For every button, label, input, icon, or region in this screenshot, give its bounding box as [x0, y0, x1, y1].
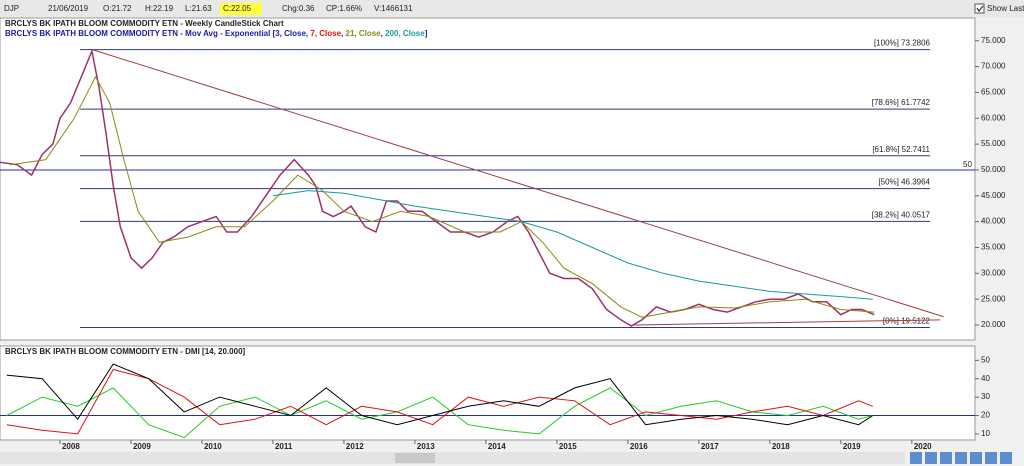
nav-button[interactable]: [970, 452, 982, 464]
x-tick-label: 2020: [914, 442, 932, 451]
subtitle-part: 7, Close: [310, 29, 341, 38]
nav-buttons: [910, 452, 1012, 464]
high: H:22.19: [145, 4, 174, 13]
nav-button[interactable]: [1000, 452, 1012, 464]
trendline: [91, 49, 944, 318]
subtitle-part: ,: [306, 29, 310, 38]
y-tick-label: 50.000: [981, 165, 1006, 174]
fib-label: [38.2%] 40.0517: [872, 210, 931, 219]
x-tick-label: 2014: [488, 442, 506, 451]
y-tick-label: 20.000: [981, 320, 1006, 329]
panel-title: BRCLYS BK IPATH BLOOM COMMODITY ETN - DM…: [5, 347, 246, 356]
y-tick-label: 45.000: [981, 191, 1006, 200]
series-line: [0, 48, 875, 327]
panel-subtitle: BRCLYS BK IPATH BLOOM COMMODITY ETN - Mo…: [5, 29, 428, 38]
subtitle-part: 3, Close: [275, 29, 306, 38]
close-highlight: [220, 3, 262, 15]
nav-button[interactable]: [940, 452, 952, 464]
x-tick-label: 2013: [417, 442, 435, 451]
y-tick-label: 30: [981, 392, 990, 401]
x-tick-label: 2015: [559, 442, 577, 451]
y-tick-label: 25.000: [981, 294, 1006, 303]
panel-title: BRCLYS BK IPATH BLOOM COMMODITY ETN - We…: [5, 19, 284, 28]
y-tick-label: 30.000: [981, 268, 1006, 277]
low: L:21.63: [185, 4, 212, 13]
subtitle-part: 21, Close: [346, 29, 382, 38]
symbol: DJP: [4, 4, 19, 13]
date: 21/06/2019: [48, 4, 89, 13]
subtitle-part: 200, Close: [385, 29, 425, 38]
x-tick-label: 2008: [62, 442, 80, 451]
fib-label: [50%] 46.3964: [878, 178, 930, 187]
y-tick-label: 20: [981, 411, 990, 420]
open: O:21.72: [103, 4, 132, 13]
subtitle-part: ,: [381, 29, 385, 38]
fib-label: [0%] 19.5122: [883, 317, 931, 326]
x-tick-label: 2011: [275, 442, 293, 451]
fib-label: [100%] 73.2806: [874, 39, 931, 48]
scroll-thumb[interactable]: [395, 453, 435, 463]
y-tick-label: 75.000: [981, 36, 1006, 45]
series-line: [6, 363, 874, 426]
dmi-panel: [0, 345, 976, 441]
y-tick-label: 60.000: [981, 113, 1006, 122]
fib-label: [78.6%] 61.7742: [872, 98, 931, 107]
trendline: [631, 319, 941, 326]
subtitle-part: BRCLYS BK IPATH BLOOM COMMODITY ETN - Mo…: [5, 29, 276, 38]
close: C:22.05: [223, 4, 252, 13]
x-tick-label: 2010: [204, 442, 222, 451]
y-tick-label: 40: [981, 374, 990, 383]
y-tick-label: 55.000: [981, 139, 1006, 148]
y-tick-label: 35.000: [981, 243, 1006, 252]
x-tick-label: 2012: [346, 442, 364, 451]
change: Chg:0.36: [282, 4, 315, 13]
fib-label: [61.8%] 52.7411: [872, 145, 930, 154]
x-tick-label: 2018: [772, 442, 790, 451]
subtitle-part: ,: [341, 29, 345, 38]
nav-button[interactable]: [955, 452, 967, 464]
subtitle-part: ]: [425, 29, 428, 38]
x-tick-label: 2016: [630, 442, 648, 451]
nav-button[interactable]: [925, 452, 937, 464]
change-pct: CP:1.66%: [326, 4, 362, 13]
scrollbar[interactable]: [0, 452, 905, 464]
reference-label: 50: [963, 160, 972, 169]
nav-button[interactable]: [910, 452, 922, 464]
x-tick-label: 2019: [843, 442, 861, 451]
show-last-label[interactable]: Show Last: [987, 4, 1024, 13]
volume: V:1466131: [374, 4, 413, 13]
check-mark: [976, 5, 984, 12]
series-line: [10, 75, 875, 318]
y-tick-label: 70.000: [981, 62, 1006, 71]
series-line: [272, 190, 873, 300]
y-tick-label: 65.000: [981, 88, 1006, 97]
x-tick-label: 2017: [701, 442, 719, 451]
show-last-checkbox[interactable]: [974, 3, 985, 14]
y-tick-label: 10: [981, 429, 990, 438]
y-tick-label: 40.000: [981, 217, 1006, 226]
x-tick-label: 2009: [133, 442, 151, 451]
y-tick-label: 50: [981, 355, 990, 364]
nav-button[interactable]: [985, 452, 997, 464]
